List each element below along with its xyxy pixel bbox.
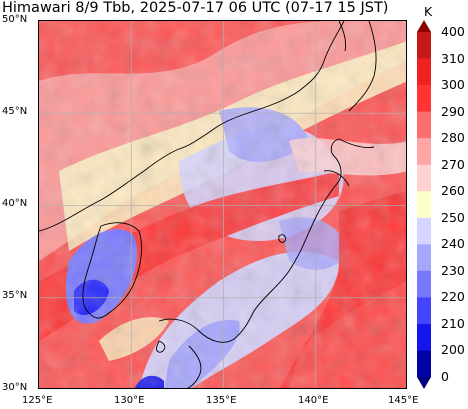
satellite-imagery: [39, 21, 406, 388]
lon-label-125: 125°E: [22, 395, 53, 406]
colorbar-label: 240: [441, 236, 465, 252]
colorbar-label: 290: [441, 103, 465, 119]
lat-label-35: 35°N: [2, 290, 28, 301]
colorbar-segment: [417, 217, 431, 245]
colorbar-segment: [417, 191, 431, 219]
colorbar-segment: [417, 297, 431, 325]
colorbar-segment: [417, 138, 431, 166]
colorbar-segment: [417, 111, 431, 139]
colorbar-label: 270: [441, 156, 465, 172]
colorbar-label: 200: [441, 342, 465, 358]
lat-label-50: 50°N: [2, 14, 28, 25]
colorbar-label: 400: [441, 24, 465, 39]
colorbar-segment: [417, 350, 431, 378]
colorbar: [417, 20, 431, 389]
colorbar-segment: [417, 32, 431, 60]
colorbar-label: 310: [441, 50, 465, 66]
colorbar-top-extend: [417, 20, 431, 32]
map-title: Himawari 8/9 Tbb, 2025-07-17 06 UTC (07-…: [2, 0, 389, 16]
lon-label-135: 135°E: [206, 395, 237, 406]
colorbar-label: 280: [441, 130, 465, 146]
lat-label-40: 40°N: [2, 198, 28, 209]
colorbar-label: 220: [441, 289, 465, 305]
colorbar-label: 250: [441, 209, 465, 225]
satellite-map: [38, 20, 407, 389]
lon-label-130: 130°E: [114, 395, 145, 406]
lon-label-145: 145°E: [388, 395, 419, 406]
colorbar-segment: [417, 164, 431, 192]
colorbar-segment: [417, 85, 431, 113]
colorbar-label: 230: [441, 262, 465, 278]
colorbar-segment: [417, 270, 431, 298]
colorbar-unit: K: [424, 4, 433, 19]
lon-label-140: 140°E: [298, 395, 329, 406]
colorbar-segment: [417, 58, 431, 86]
colorbar-bottom-extend: [417, 377, 431, 389]
colorbar-label: 260: [441, 183, 465, 199]
colorbar-label: 0: [441, 369, 449, 384]
colorbar-label: 300: [441, 77, 465, 93]
lat-label-45: 45°N: [2, 106, 28, 117]
lat-label-30: 30°N: [2, 382, 28, 393]
colorbar-label: 210: [441, 315, 465, 331]
colorbar-segment: [417, 244, 431, 272]
colorbar-segment: [417, 323, 431, 351]
